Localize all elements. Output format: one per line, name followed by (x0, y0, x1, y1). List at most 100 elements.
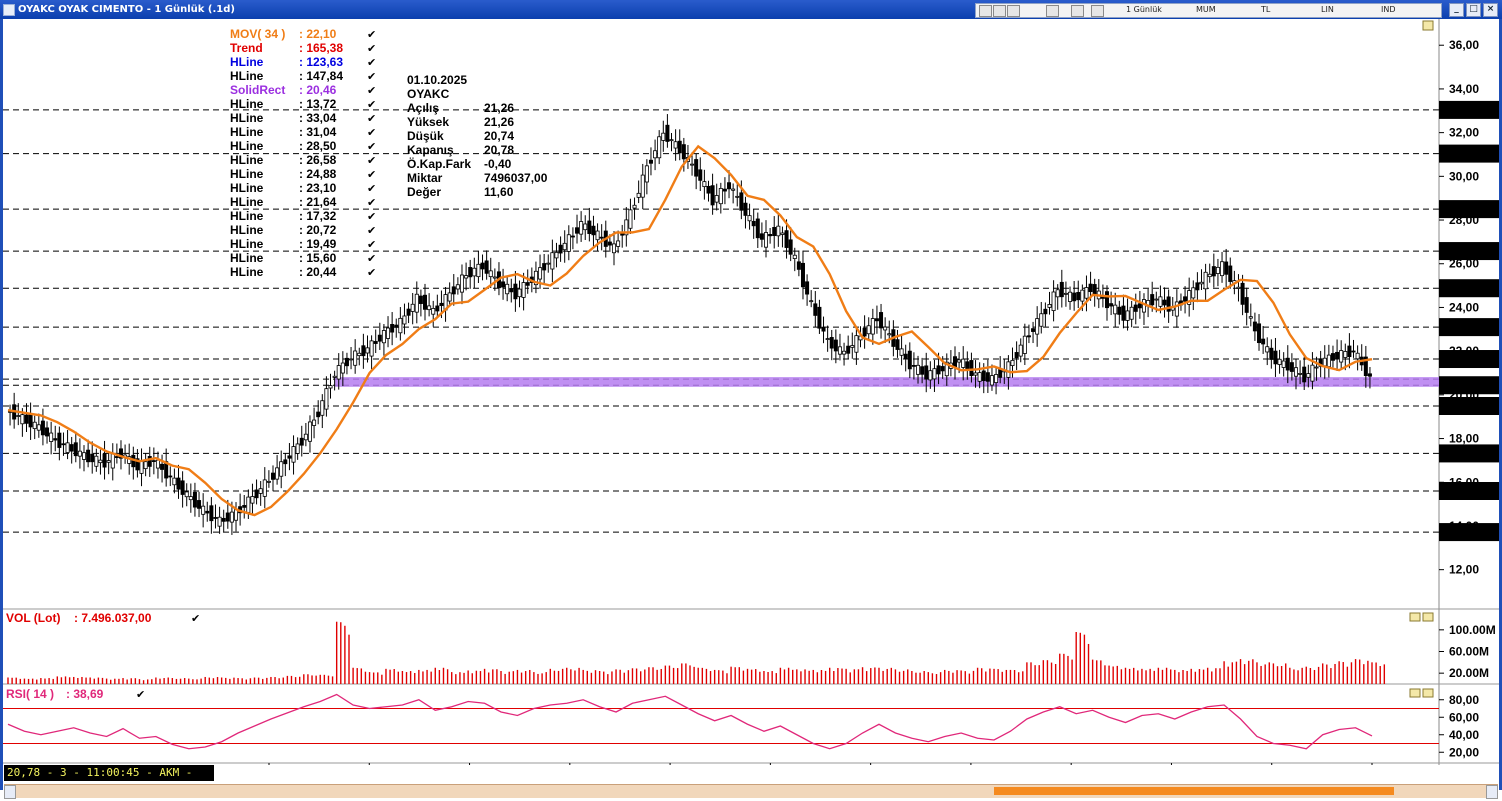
scroll-left-icon[interactable] (4, 785, 16, 799)
price-panel-control-icon[interactable] (1422, 20, 1434, 31)
candle-body (258, 488, 263, 494)
candle-body (45, 427, 50, 437)
candle-body (1191, 287, 1196, 299)
scroll-thumb[interactable] (994, 787, 1394, 795)
rsi-check-icon[interactable]: ✔ (136, 688, 145, 701)
candle-body (316, 411, 321, 418)
price-level-label: 23,10 (1449, 320, 1479, 334)
price-level-box (1439, 444, 1499, 463)
candle-body (1347, 345, 1352, 358)
horizontal-scrollbar[interactable] (4, 784, 1498, 799)
toolbar-icon-4[interactable] (1046, 5, 1059, 17)
price-level-box (1439, 100, 1499, 119)
candle-body (837, 346, 842, 355)
candle-body (1215, 266, 1220, 274)
candle-body (694, 159, 699, 177)
volume-panel-control-icon[interactable] (1409, 612, 1421, 622)
minimize-button[interactable]: _ (1449, 3, 1464, 17)
candle-body (57, 432, 62, 448)
candle-body (303, 433, 308, 441)
candle-body (1257, 323, 1262, 344)
price-level-box (1439, 200, 1499, 219)
volume-check-icon[interactable]: ✔ (191, 612, 200, 625)
candle-body (718, 188, 723, 205)
candle-body (1158, 296, 1163, 307)
candle-body (90, 453, 95, 463)
candle-body (579, 221, 584, 235)
candle-body (398, 317, 403, 334)
candle-body (357, 352, 362, 357)
candle-body (192, 491, 197, 508)
toolbar-indicators[interactable]: IND (1381, 5, 1396, 14)
candle-body (1203, 271, 1208, 290)
candle-body (607, 241, 612, 246)
candle-body (402, 315, 407, 325)
candle-body (505, 283, 510, 295)
legend-name: HLine (230, 55, 264, 69)
candle-body (168, 475, 173, 478)
candle-body (390, 324, 395, 333)
rsi-panel-close-icon[interactable] (1422, 688, 1434, 698)
candle-body (406, 308, 411, 316)
price-tick-label: 32,00 (1449, 126, 1479, 140)
candle-body (1335, 351, 1340, 359)
toolbar-currency[interactable]: TL (1261, 5, 1271, 14)
candle-body (262, 479, 267, 497)
candle-body (77, 450, 82, 457)
price-chart[interactable]: 12,0014,0016,0018,0020,0022,0024,0026,00… (0, 19, 1502, 765)
legend-check-icon: ✔ (367, 98, 376, 111)
toolbar-icon-5[interactable] (1071, 5, 1084, 17)
legend-name: HLine (230, 111, 264, 125)
candle-body (989, 375, 994, 386)
candle-body (916, 364, 921, 375)
price-tick-label: 24,00 (1449, 300, 1479, 314)
candle-body (1018, 344, 1023, 357)
candle-body (410, 303, 415, 312)
candle-body (476, 263, 481, 278)
candle-body (735, 195, 740, 198)
candle-body (472, 267, 477, 277)
candle-body (1043, 308, 1048, 315)
maximize-button[interactable]: □ (1466, 3, 1481, 17)
candle-body (283, 459, 288, 465)
toolbar-icon-3[interactable] (1007, 5, 1020, 17)
candle-body (1310, 364, 1315, 382)
candle-body (1281, 360, 1286, 368)
toolbar-icon-1[interactable] (979, 5, 992, 17)
info-close-value: 20,78 (484, 143, 514, 157)
candle-body (275, 467, 280, 480)
volume-panel-close-icon[interactable] (1422, 612, 1434, 622)
legend-name: MOV( 34 ) (230, 27, 285, 41)
candle-body (1109, 303, 1114, 307)
scroll-right-icon[interactable] (1486, 785, 1498, 799)
toolbar-scale[interactable]: LIN (1321, 5, 1334, 14)
info-volume-value: 7496037,00 (484, 171, 548, 185)
toolbar-icon-6[interactable] (1091, 5, 1104, 17)
info-symbol: OYAKC (407, 87, 450, 101)
candle-body (447, 292, 452, 302)
info-change-label: Ö.Kap.Fark (407, 156, 471, 171)
candle-body (866, 325, 871, 335)
candle-body (254, 489, 259, 499)
candle-body (1289, 362, 1294, 372)
candle-body (944, 361, 949, 377)
close-button[interactable]: × (1483, 3, 1498, 17)
candle-body (369, 340, 374, 357)
toolbar-period[interactable]: 1 Günlük (1126, 5, 1162, 14)
candle-body (751, 220, 756, 227)
candle-body (1240, 282, 1245, 305)
legend-name: SolidRect (230, 83, 285, 97)
candle-body (513, 283, 518, 300)
price-level-box (1439, 144, 1499, 163)
candle-body (459, 274, 464, 293)
candle-body (427, 305, 432, 311)
rsi-panel-control-icon[interactable] (1409, 688, 1421, 698)
toolbar-icon-2[interactable] (993, 5, 1006, 17)
candle-body (952, 356, 957, 368)
candle-body (373, 341, 378, 344)
candle-body (484, 260, 489, 274)
candle-body (628, 209, 633, 229)
candle-body (661, 132, 666, 141)
candle-body (570, 235, 575, 238)
toolbar-chart-type[interactable]: MUM (1196, 5, 1216, 14)
